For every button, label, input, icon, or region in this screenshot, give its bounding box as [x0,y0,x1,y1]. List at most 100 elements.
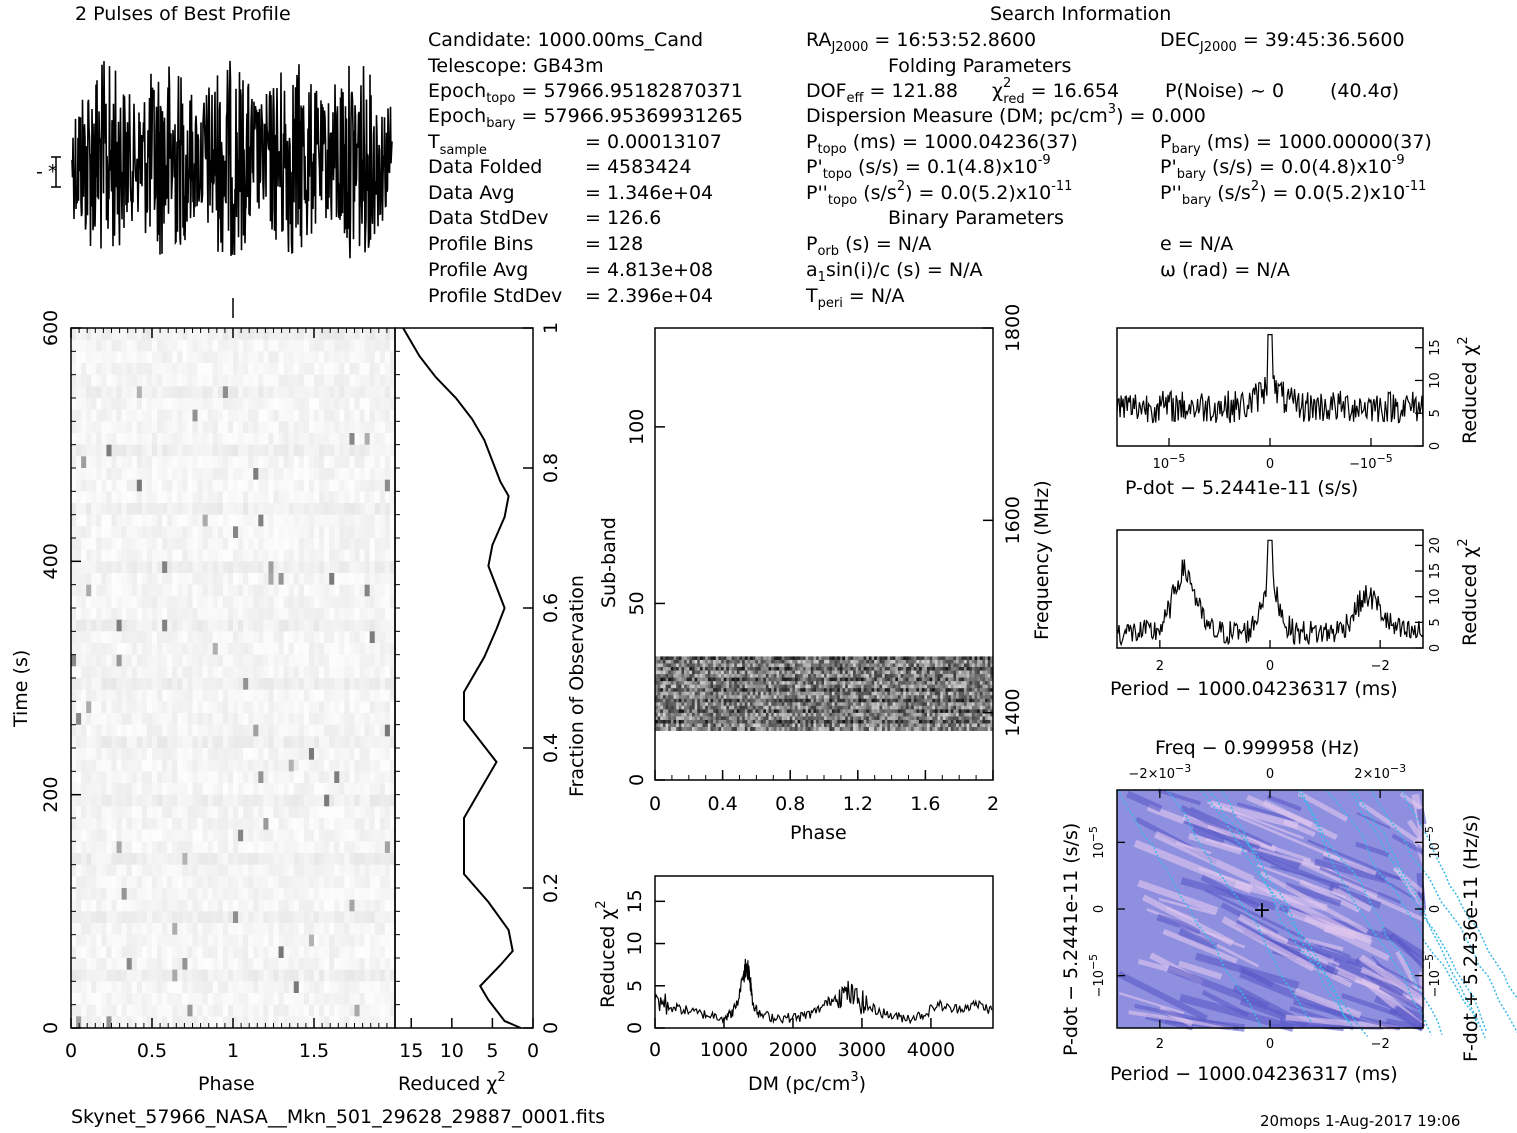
time-phase-cell [106,923,112,936]
time-phase-cell [364,911,371,924]
time-phase-cell [314,386,320,399]
time-phase-cell [344,1004,350,1017]
time-phase-cell [76,724,82,737]
time-phase-cell [106,596,112,609]
time-phase-cell [121,713,128,726]
subband-cell [794,656,798,661]
time-phase-cell [182,526,188,539]
time-phase-cell [222,433,229,446]
time-phase-cell [258,491,264,504]
time-phase-cell [293,374,300,387]
time-phase-cell [146,643,153,656]
time-phase-cell [131,993,138,1006]
time-phase-cell [106,748,112,761]
time-phase-cell [182,771,188,784]
time-phase-cell [96,363,102,376]
subband-cell [924,674,928,678]
time-phase-cell [177,666,183,679]
time-phase-cell [303,386,310,399]
time-phase-cell [116,678,123,691]
time-phase-cell [212,654,219,667]
time-phase-cell [273,724,280,737]
time-phase-cell [314,549,320,562]
time-phase-cell [207,374,214,387]
time-phase-cell [86,468,92,481]
time-phase-cell [374,771,381,784]
time-phase-cell [162,328,168,341]
time-phase-cell [111,946,118,959]
time-phase-cell [192,689,199,702]
time-phase-cell [141,596,148,609]
time-phase-cell [136,841,143,854]
time-phase-cell [146,433,153,446]
time-phase-cell [354,456,361,469]
time-phase-cell [349,409,355,422]
time-phase-cell [233,619,239,632]
time-phase-cell [248,993,254,1006]
time-phase-cell [364,514,371,527]
time-phase-cell [283,631,290,644]
time-phase-cell [212,736,219,749]
time-phase-cell [379,911,386,924]
time-phase-cell [359,398,366,411]
time-phase-cell [141,876,148,889]
subband-cell [757,677,762,682]
subband-cell [681,670,685,675]
time-phase-cell [197,479,204,492]
time-phase-cell [106,491,112,504]
time-phase-cell [359,654,366,667]
data-std-label: Data StdDev [428,207,549,229]
time-phase-cell [111,351,118,364]
subband-cell [816,659,820,664]
time-phase-cell [227,958,234,971]
time-phase-cell [389,596,396,609]
time-phase-cell [207,946,214,959]
time-phase-cell [233,981,239,994]
subband-cell [979,677,983,682]
time-phase-cell [202,328,209,341]
time-phase-cell [121,398,128,411]
time-phase-cell [339,899,345,912]
time-phase-cell [146,701,153,714]
time-phase-cell [258,678,264,691]
time-phase-cell [152,806,158,819]
subband-cell [713,656,717,661]
time-phase-cell [96,654,102,667]
time-phase-cell [258,631,264,644]
time-phase-cell [349,899,355,912]
subband-cell [966,677,970,682]
subband-cell [689,659,693,664]
subband-cell [845,674,849,678]
time-phase-cell [283,619,290,632]
time-phase-cell [162,678,168,691]
time-phase-cell [76,538,82,551]
time-phase-cell [298,503,305,516]
time-phase-cell [96,923,102,936]
time-phase-cell [248,351,254,364]
time-phase-cell [339,689,345,702]
time-phase-cell [96,491,102,504]
time-phase-cell [253,374,259,387]
time-phase-cell [162,864,168,877]
profile-std-value: = 2.396e+04 [585,285,713,307]
time-phase-cell [141,771,148,784]
time-phase-cell [349,374,355,387]
time-phase-cell [86,631,92,644]
subband-cell [890,656,894,661]
time-phase-cell [136,689,143,702]
time-phase-cell [268,864,274,877]
subband-cell [763,663,767,668]
time-phase-cell [187,608,193,621]
time-phase-cell [217,643,224,656]
time-phase-cell [126,958,133,971]
subband-cells [655,656,994,731]
search-title: Search Information [990,3,1171,25]
time-phase-cell [349,969,355,982]
subband-cell [697,670,701,675]
time-phase-cell [182,468,188,481]
time-phase-cell [106,806,112,819]
time-phase-cell [384,596,391,609]
time-phase-cell [319,608,325,621]
time-phase-cell [314,654,320,667]
subband-cell [800,670,804,675]
